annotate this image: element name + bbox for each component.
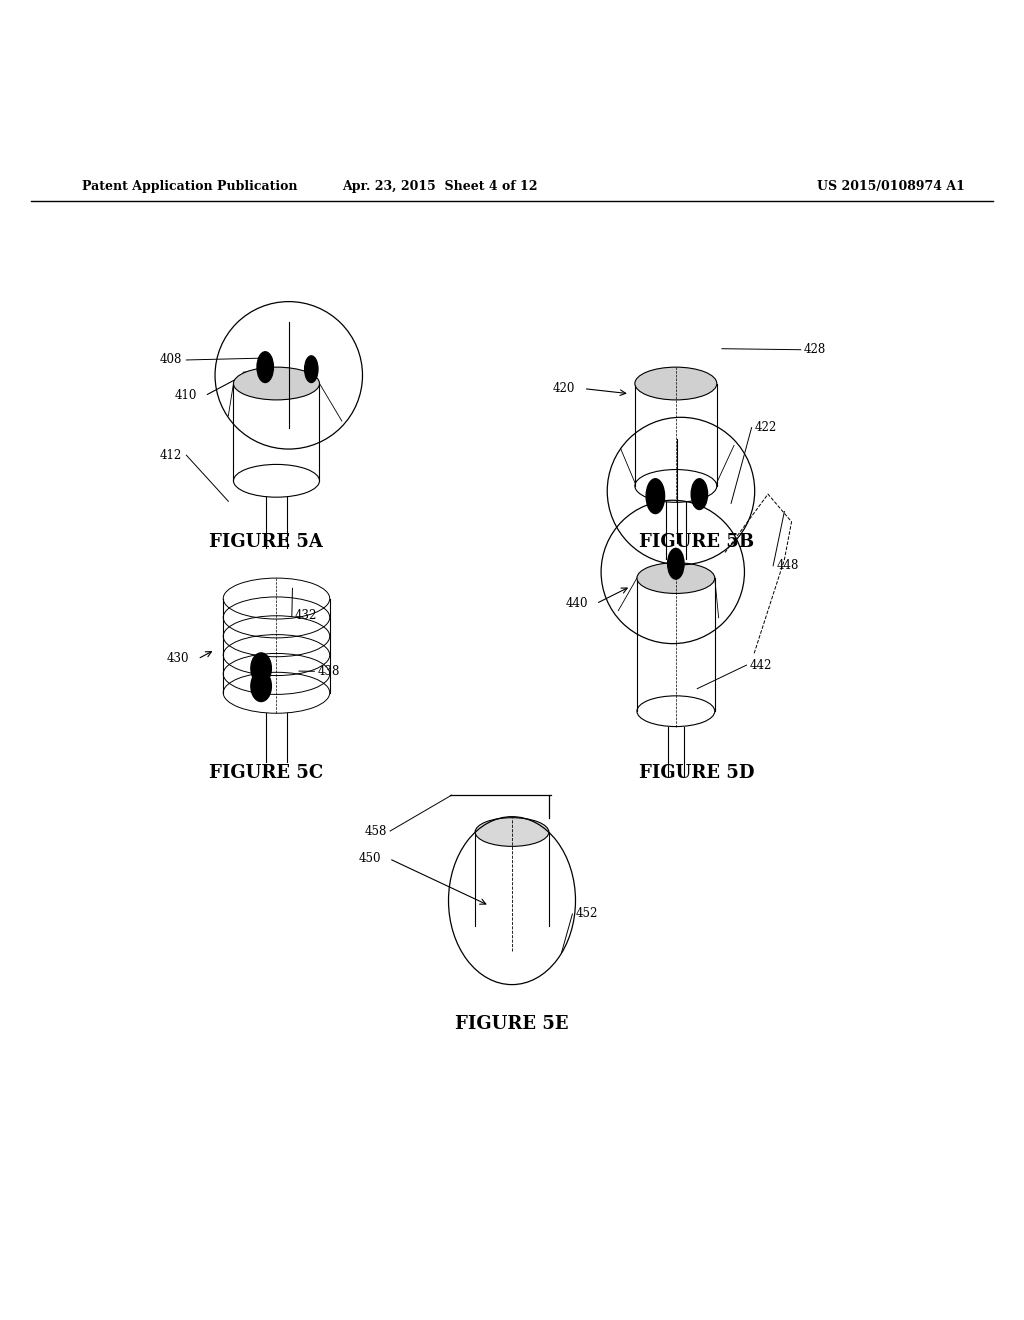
Text: 452: 452: [575, 907, 598, 920]
Text: FIGURE 5A: FIGURE 5A: [209, 533, 324, 552]
Ellipse shape: [233, 367, 319, 400]
Text: 438: 438: [317, 665, 340, 677]
Text: 408: 408: [160, 354, 182, 367]
Ellipse shape: [646, 479, 665, 513]
Text: Apr. 23, 2015  Sheet 4 of 12: Apr. 23, 2015 Sheet 4 of 12: [343, 181, 538, 194]
Text: 440: 440: [565, 597, 588, 610]
Text: 412: 412: [160, 449, 182, 462]
Ellipse shape: [251, 671, 271, 701]
Ellipse shape: [668, 548, 684, 579]
Ellipse shape: [691, 479, 708, 510]
Text: FIGURE 5C: FIGURE 5C: [209, 764, 324, 781]
Text: 432: 432: [295, 610, 317, 623]
Ellipse shape: [637, 562, 715, 594]
Text: FIGURE 5E: FIGURE 5E: [456, 1015, 568, 1032]
Text: 430: 430: [167, 652, 189, 665]
Ellipse shape: [251, 653, 271, 684]
Text: 422: 422: [755, 421, 777, 434]
Text: FIGURE 5B: FIGURE 5B: [639, 533, 754, 552]
Text: 410: 410: [174, 389, 197, 403]
Ellipse shape: [475, 817, 549, 846]
Text: 448: 448: [776, 560, 799, 573]
Ellipse shape: [305, 356, 318, 383]
Text: 450: 450: [358, 853, 381, 865]
Text: 442: 442: [750, 659, 772, 672]
Ellipse shape: [257, 351, 273, 383]
Text: Patent Application Publication: Patent Application Publication: [82, 181, 297, 194]
Ellipse shape: [635, 367, 717, 400]
Text: US 2015/0108974 A1: US 2015/0108974 A1: [817, 181, 965, 194]
Text: 428: 428: [804, 343, 826, 356]
Text: 420: 420: [553, 383, 575, 395]
Text: 458: 458: [365, 825, 387, 837]
Text: FIGURE 5D: FIGURE 5D: [639, 764, 754, 781]
